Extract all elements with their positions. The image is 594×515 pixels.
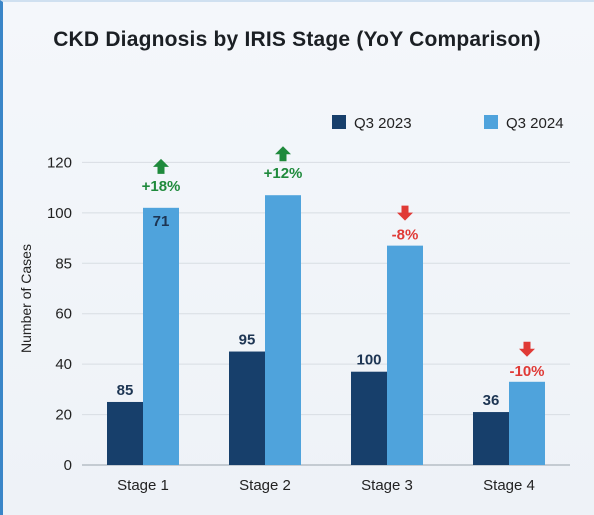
arrow-up-icon — [275, 146, 291, 162]
bar-value-label: 36 — [483, 392, 500, 409]
x-tick-label: Stage 2 — [239, 477, 291, 494]
bar-q3-2024 — [143, 207, 179, 466]
bar-value-label: 100 — [356, 352, 381, 369]
change-label: -8% — [392, 227, 419, 244]
y-tick-label: 40 — [55, 356, 72, 373]
bar-q3-2023 — [473, 412, 509, 465]
x-tick-label: Stage 3 — [361, 477, 413, 494]
bar-q3-2024 — [509, 381, 545, 465]
legend-swatch — [484, 115, 498, 129]
bar-q3-2024 — [265, 195, 301, 465]
y-tick-label: 85 — [55, 255, 72, 272]
arrow-down-icon — [519, 341, 535, 357]
legend-label: Q3 2024 — [506, 115, 564, 132]
y-tick-label: 0 — [64, 457, 72, 474]
legend-swatch — [332, 115, 346, 129]
bar-q3-2023 — [229, 351, 265, 465]
y-axis-label: Number of Cases — [18, 244, 34, 353]
change-label: +18% — [142, 178, 181, 195]
x-tick-label: Stage 4 — [483, 477, 535, 494]
legend-label: Q3 2023 — [354, 115, 412, 132]
arrow-up-icon — [153, 158, 169, 174]
chart-title: CKD Diagnosis by IRIS Stage (YoY Compari… — [53, 28, 541, 51]
bar-q3-2023 — [107, 401, 143, 465]
arrow-down-icon — [397, 205, 413, 221]
y-tick-label: 120 — [47, 154, 72, 171]
bar-q3-2024 — [387, 245, 423, 465]
change-label: -10% — [509, 363, 544, 380]
bar-value-label: 85 — [117, 382, 134, 399]
bar-q3-2023 — [351, 371, 387, 465]
y-tick-label: 20 — [55, 407, 72, 424]
y-tick-label: 100 — [47, 205, 72, 222]
bar-value-label: 95 — [239, 332, 256, 349]
bar-value-label: 71 — [153, 213, 170, 230]
y-tick-label: 60 — [55, 306, 72, 323]
x-tick-label: Stage 1 — [117, 477, 169, 494]
change-label: +12% — [264, 165, 303, 182]
